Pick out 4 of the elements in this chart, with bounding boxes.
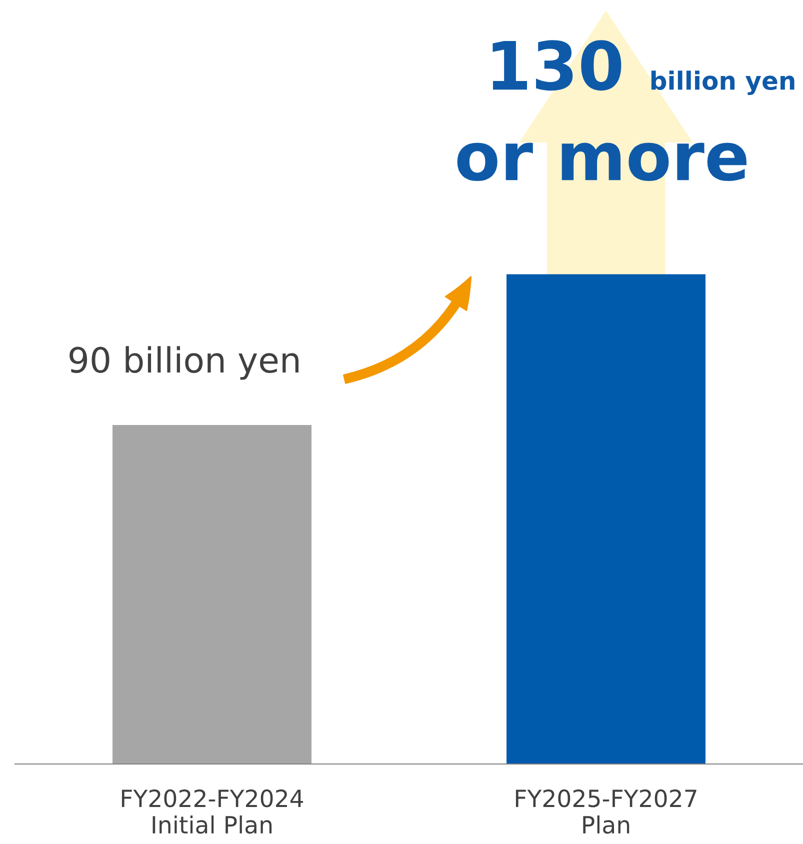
x-tick-label: FY2022-FY2024 Initial Plan: [122, 789, 304, 834]
text: 130 billion yen or more: [457, 40, 794, 182]
data-label: 90 billion yen: [70, 346, 298, 380]
x-tick-label: FY2025-FY2027 Plan: [516, 789, 696, 834]
